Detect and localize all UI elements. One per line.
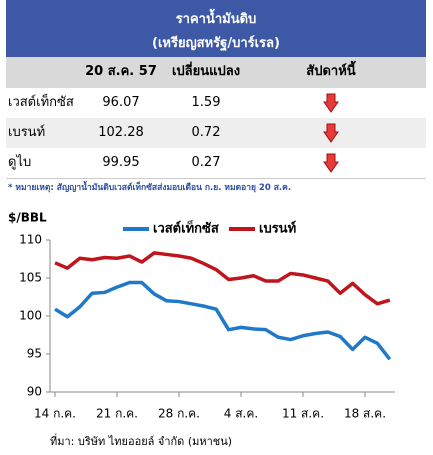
table-cell: 0.72 bbox=[191, 125, 221, 140]
table-cell: 1.59 bbox=[191, 95, 221, 110]
series-line bbox=[54, 251, 391, 306]
arrow-shape bbox=[323, 93, 339, 113]
header-cell: สัปดาห์นี้ bbox=[306, 64, 356, 79]
table-cell: เบรนท์ bbox=[8, 125, 46, 140]
series-line bbox=[54, 280, 392, 361]
y-tick-label: 105 bbox=[19, 271, 42, 285]
table-cell: 96.07 bbox=[102, 95, 140, 110]
table-cell: 0.27 bbox=[191, 155, 221, 170]
table-subtitle: (เหรียญสหรัฐ/บาร์เรล) bbox=[152, 36, 280, 51]
legend-label: เบรนท์ bbox=[259, 221, 296, 237]
table-cell: เวสต์เท็กซัส bbox=[8, 95, 74, 110]
y-tick-label: 100 bbox=[19, 309, 42, 323]
x-tick-label: 18 ส.ค. bbox=[344, 407, 386, 421]
legend-label: เวสต์เท็กซัส bbox=[153, 219, 219, 237]
y-axis-label: $/BBL bbox=[8, 211, 47, 225]
table-cell: 99.95 bbox=[102, 155, 140, 170]
chart: $/BBL 90 95 100 105 110 14 ก.ค. 21 ก.ค. 28 ก.ค. 4… bbox=[8, 211, 395, 448]
y-tick-label: 90 bbox=[27, 385, 42, 399]
arrow-shape bbox=[323, 123, 339, 143]
x-tick-label: 21 ก.ค. bbox=[96, 407, 138, 421]
table-row: เวสต์เท็กซัส 96.07 1.59 bbox=[6, 88, 426, 119]
table-header: 20 ส.ค. 57 เปลี่ยนแปลง สัปดาห์นี้ bbox=[6, 57, 426, 88]
y-tick-label: 95 bbox=[27, 347, 42, 361]
table-cell: 102.28 bbox=[98, 125, 144, 140]
table-title: ราคาน้ำมันดิบ bbox=[175, 12, 257, 27]
x-tick-label: 11 ส.ค. bbox=[282, 407, 324, 421]
table-row: ดูไบ 99.95 0.27 bbox=[6, 148, 426, 179]
x-tick-label: 14 ก.ค. bbox=[34, 407, 76, 421]
y-tick-label: 110 bbox=[19, 233, 42, 247]
down-arrow-icon bbox=[323, 93, 339, 113]
table-row: เบรนท์ 102.28 0.72 bbox=[6, 118, 426, 149]
arrow-shape bbox=[323, 153, 339, 173]
note: * หมายเหตุ: สัญญาน้ำมันดิบเวสต์เท็กซัสส่… bbox=[8, 183, 292, 193]
header-cell: 20 ส.ค. 57 bbox=[85, 64, 157, 79]
table-cell: ดูไบ bbox=[8, 155, 32, 170]
down-arrow-icon bbox=[323, 123, 339, 143]
header-cell: เปลี่ยนแปลง bbox=[171, 64, 241, 79]
x-tick-label: 28 ก.ค. bbox=[158, 407, 200, 421]
down-arrow-icon bbox=[323, 153, 339, 173]
x-tick-label: 4 ส.ค. bbox=[224, 407, 258, 421]
source: ที่มา: บริษัท ไทยออยล์ จำกัด (มหาชน) bbox=[50, 433, 232, 448]
table-title-band: ราคาน้ำมันดิบ (เหรียญสหรัฐ/บาร์เรล) bbox=[6, 0, 426, 57]
